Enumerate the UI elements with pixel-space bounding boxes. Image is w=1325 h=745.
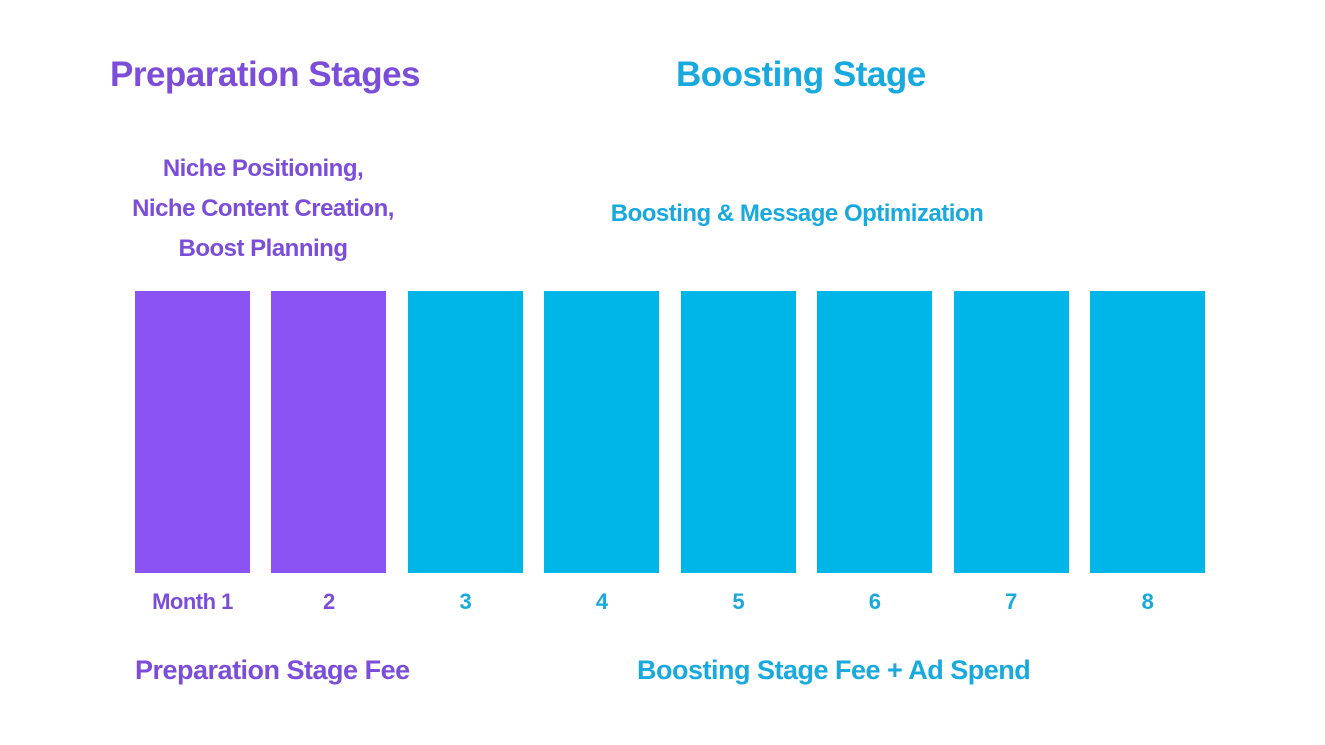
preparation-subtitle-line-1: Niche Positioning, [162,155,364,182]
bar-month-6 [817,291,933,573]
boosting-stage-title: Boosting Stage [676,55,926,94]
bar-month-2 [271,291,387,573]
month-label-7: 7 [1005,589,1017,614]
month-label-1: Month 1 [152,589,233,614]
bar-month-3 [407,291,523,573]
bar-chart [135,291,1205,573]
month-labels: Month 1 2 3 4 5 6 7 8 [135,589,1205,615]
month-label-2: 2 [323,589,335,614]
bar-month-8 [1089,291,1205,573]
preparation-subtitle-line-2: Niche Content Creation, [132,195,394,222]
month-label-8: 8 [1141,589,1154,614]
preparation-subtitle-line-3: Boost Planning [178,235,349,262]
preparation-subtitle: Niche Positioning, Niche Content Creatio… [83,149,443,269]
month-label-3: 3 [459,589,472,614]
preparation-fee-caption: Preparation Stage Fee [135,655,410,685]
preparation-stages-title: Preparation Stages [110,55,421,94]
month-label-4: 4 [595,589,608,614]
bar-month-5 [680,291,796,573]
month-label-6: 6 [868,589,881,614]
boosting-subtitle: Boosting & Message Optimization [610,200,984,227]
bar-month-4 [544,291,660,573]
boosting-fee-caption: Boosting Stage Fee + Ad Spend [637,655,1031,685]
month-label-5: 5 [732,589,745,614]
bar-month-1 [135,291,250,573]
bar-month-7 [953,291,1069,573]
